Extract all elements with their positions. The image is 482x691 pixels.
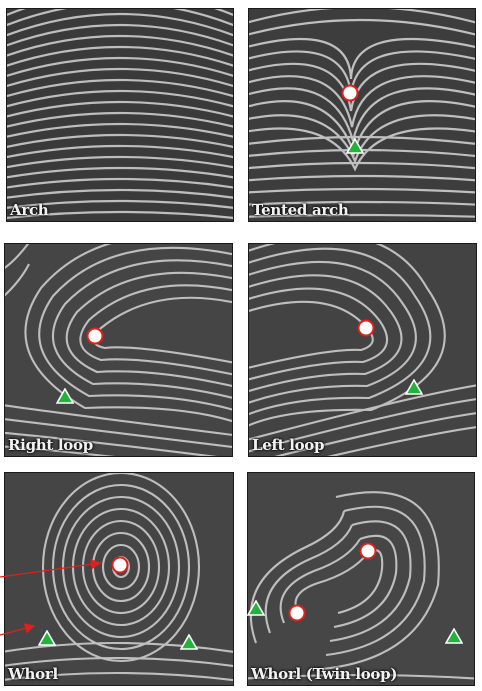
fingerprint-whorl-twin-loop: Whorl (Twin loop) bbox=[247, 472, 475, 686]
label-whorl: Whorl bbox=[8, 665, 58, 683]
fingerprint-tented-arch: Tented arch bbox=[248, 8, 476, 222]
core-marker bbox=[342, 85, 359, 102]
label-tented-arch: Tented arch bbox=[252, 201, 348, 219]
core-marker bbox=[112, 557, 129, 574]
twin-loop-ridge-pattern bbox=[248, 473, 474, 685]
delta-marker bbox=[247, 600, 265, 616]
label-whorl-twin-loop: Whorl (Twin loop) bbox=[251, 665, 397, 683]
delta-marker bbox=[180, 634, 198, 650]
label-right-loop: Right loop bbox=[8, 436, 93, 454]
arch-ridge-pattern bbox=[7, 9, 233, 221]
fingerprint-right-loop: Right loop bbox=[4, 243, 233, 457]
delta-marker bbox=[445, 628, 463, 644]
whorl-ridge-pattern bbox=[5, 473, 233, 685]
core-marker bbox=[289, 605, 306, 622]
fingerprint-left-loop: Left loop bbox=[248, 243, 477, 457]
tented-arch-ridge-pattern bbox=[249, 9, 475, 221]
left-loop-ridge-pattern bbox=[249, 244, 476, 456]
core-marker bbox=[358, 320, 375, 337]
core-marker bbox=[87, 328, 104, 345]
label-left-loop: Left loop bbox=[252, 436, 324, 454]
delta-marker bbox=[56, 388, 74, 404]
core-marker bbox=[360, 543, 377, 560]
right-loop-ridge-pattern bbox=[5, 244, 232, 456]
delta-marker bbox=[38, 630, 56, 646]
delta-marker bbox=[346, 138, 364, 154]
fingerprint-whorl: Whorl bbox=[4, 472, 234, 686]
fingerprint-arch: Arch bbox=[6, 8, 234, 222]
label-arch: Arch bbox=[10, 201, 48, 219]
delta-marker bbox=[405, 379, 423, 395]
